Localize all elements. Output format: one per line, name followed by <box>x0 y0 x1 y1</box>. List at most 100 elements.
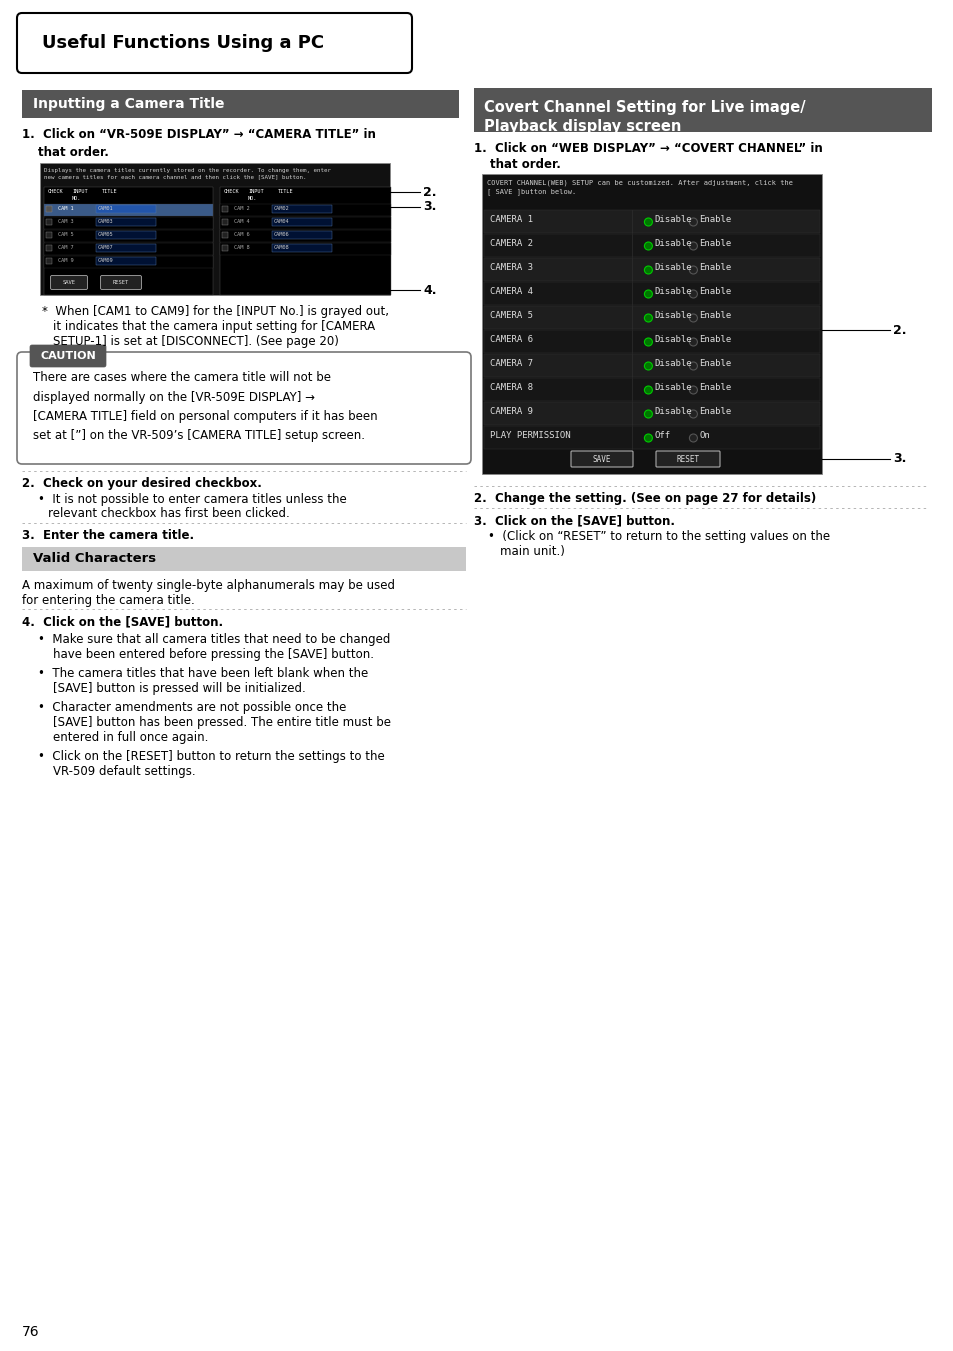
Text: CAM 3: CAM 3 <box>58 219 73 224</box>
Circle shape <box>689 290 697 299</box>
Bar <box>44 230 213 242</box>
Text: relevant checkbox has first been clicked.: relevant checkbox has first been clicked… <box>48 507 290 520</box>
Text: SAVE: SAVE <box>592 454 611 463</box>
Text: •  Click on the [RESET] button to return the settings to the: • Click on the [RESET] button to return … <box>38 750 384 763</box>
Circle shape <box>689 242 697 250</box>
Text: NO.: NO. <box>71 196 81 201</box>
Text: •  Character amendments are not possible once the: • Character amendments are not possible … <box>38 701 346 713</box>
Text: INPUT: INPUT <box>248 189 263 195</box>
Text: Disable: Disable <box>654 382 691 392</box>
Text: CAMERA 8: CAMERA 8 <box>490 382 533 392</box>
Text: CAMERA 6: CAMERA 6 <box>490 335 533 345</box>
Text: TITLE: TITLE <box>102 189 117 195</box>
Bar <box>272 205 332 213</box>
Bar <box>483 258 820 281</box>
Text: Enable: Enable <box>699 286 731 296</box>
Text: CAM05: CAM05 <box>98 232 113 236</box>
Bar <box>96 205 156 213</box>
Text: Disable: Disable <box>654 335 691 345</box>
Text: Enable: Enable <box>699 239 731 249</box>
Bar <box>483 209 820 232</box>
Text: Displays the camera titles currently stored on the recorder. To change them, ent: Displays the camera titles currently sto… <box>44 168 331 180</box>
Circle shape <box>643 434 652 442</box>
Text: 3.: 3. <box>892 453 905 466</box>
Text: [SAVE] button has been pressed. The entire title must be: [SAVE] button has been pressed. The enti… <box>38 716 391 730</box>
Text: it indicates that the camera input setting for [CAMERA: it indicates that the camera input setti… <box>53 320 375 332</box>
Text: RESET: RESET <box>676 454 699 463</box>
Text: RESET: RESET <box>112 280 129 285</box>
Text: CAMERA 1: CAMERA 1 <box>490 215 533 224</box>
Circle shape <box>689 218 697 226</box>
Bar <box>96 257 156 265</box>
Text: CAM06: CAM06 <box>274 232 290 236</box>
Text: CAM 4: CAM 4 <box>233 219 250 224</box>
Text: CAMERA 5: CAMERA 5 <box>490 311 533 320</box>
Bar <box>44 243 213 255</box>
Circle shape <box>689 362 697 370</box>
FancyBboxPatch shape <box>17 14 412 73</box>
Bar <box>22 547 465 571</box>
Text: CAUTION: CAUTION <box>40 351 95 361</box>
Circle shape <box>643 386 652 394</box>
Text: 2.: 2. <box>422 185 436 199</box>
Bar <box>220 186 391 295</box>
Text: CAMERA 7: CAMERA 7 <box>490 359 533 367</box>
Bar <box>46 258 52 263</box>
Text: Enable: Enable <box>699 335 731 345</box>
Bar <box>220 204 391 216</box>
Text: Disable: Disable <box>654 263 691 272</box>
Text: CAMERA 9: CAMERA 9 <box>490 407 533 416</box>
Text: PLAY PERMISSION: PLAY PERMISSION <box>490 431 570 440</box>
Text: CAM 8: CAM 8 <box>233 245 250 250</box>
FancyBboxPatch shape <box>30 345 106 367</box>
Text: SAVE: SAVE <box>63 280 75 285</box>
Text: CAM02: CAM02 <box>274 205 290 211</box>
Bar <box>272 245 332 253</box>
Circle shape <box>689 386 697 394</box>
Text: Inputting a Camera Title: Inputting a Camera Title <box>33 97 224 111</box>
Text: for entering the camera title.: for entering the camera title. <box>22 594 194 607</box>
Bar <box>474 88 931 132</box>
Text: CAMERA 4: CAMERA 4 <box>490 286 533 296</box>
Bar <box>483 354 820 377</box>
Bar <box>483 305 820 330</box>
FancyBboxPatch shape <box>571 451 633 467</box>
Text: 2.  Check on your desired checkbox.: 2. Check on your desired checkbox. <box>22 477 262 490</box>
Bar <box>483 330 820 353</box>
Bar <box>272 231 332 239</box>
Text: Enable: Enable <box>699 263 731 272</box>
Text: •  The camera titles that have been left blank when the: • The camera titles that have been left … <box>38 667 368 680</box>
Bar <box>44 218 213 230</box>
Bar <box>483 403 820 426</box>
Bar <box>222 232 228 238</box>
Text: 2.  Change the setting. (See on page 27 for details): 2. Change the setting. (See on page 27 f… <box>474 492 816 505</box>
Bar <box>46 232 52 238</box>
Text: Disable: Disable <box>654 407 691 416</box>
Circle shape <box>643 313 652 322</box>
Circle shape <box>689 266 697 274</box>
Text: *  When [CAM1 to CAM9] for the [INPUT No.] is grayed out,: * When [CAM1 to CAM9] for the [INPUT No.… <box>42 305 389 317</box>
Text: have been entered before pressing the [SAVE] button.: have been entered before pressing the [S… <box>38 648 374 661</box>
Text: Covert Channel Setting for Live image/
Playback display screen: Covert Channel Setting for Live image/ P… <box>483 100 804 134</box>
Text: CHECK: CHECK <box>224 189 239 195</box>
Circle shape <box>643 290 652 299</box>
Text: CAMERA 3: CAMERA 3 <box>490 263 533 272</box>
Text: Enable: Enable <box>699 407 731 416</box>
Text: CAM 6: CAM 6 <box>233 232 250 236</box>
Bar <box>46 205 52 212</box>
Bar <box>22 91 458 118</box>
FancyBboxPatch shape <box>100 276 141 289</box>
Text: CAM04: CAM04 <box>274 219 290 224</box>
Circle shape <box>689 313 697 322</box>
Circle shape <box>643 242 652 250</box>
Circle shape <box>643 338 652 346</box>
FancyBboxPatch shape <box>656 451 720 467</box>
Bar <box>222 245 228 251</box>
Circle shape <box>689 409 697 417</box>
Text: 76: 76 <box>22 1325 40 1339</box>
Text: •  (Click on “RESET” to return to the setting values on the: • (Click on “RESET” to return to the set… <box>488 530 829 543</box>
Text: Disable: Disable <box>654 286 691 296</box>
Text: 3.  Click on the [SAVE] button.: 3. Click on the [SAVE] button. <box>474 513 675 527</box>
Bar <box>40 163 390 295</box>
Text: 4.: 4. <box>422 284 436 296</box>
